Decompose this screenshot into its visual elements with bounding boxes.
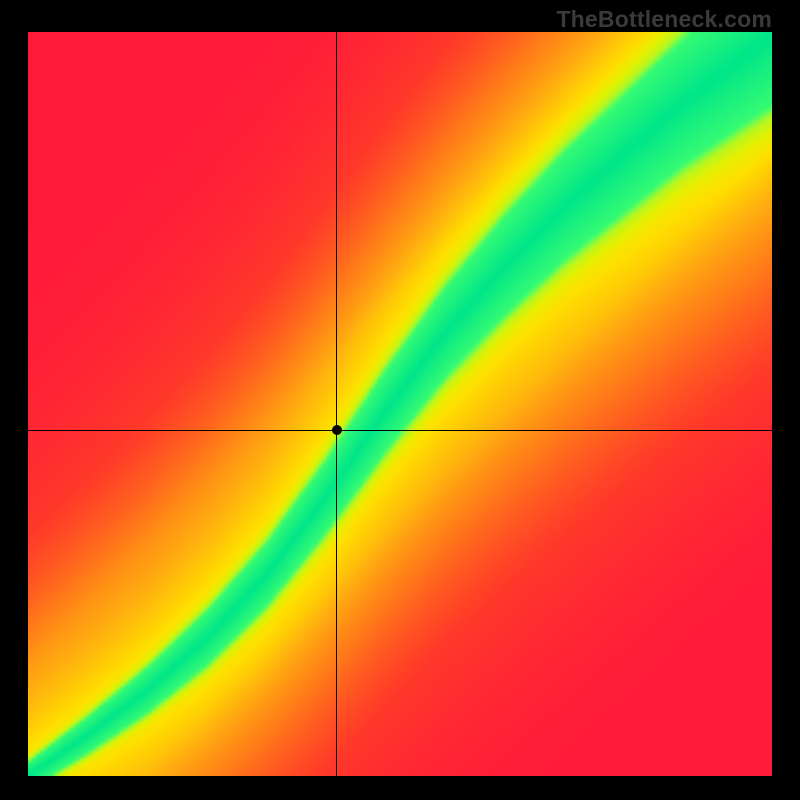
watermark-text: TheBottleneck.com [556,6,772,33]
chart-container: TheBottleneck.com [0,0,800,800]
heatmap-canvas [28,32,772,776]
heatmap-plot [28,32,772,776]
crosshair-horizontal [28,430,772,431]
data-point-marker [332,425,342,435]
crosshair-vertical [336,32,337,776]
